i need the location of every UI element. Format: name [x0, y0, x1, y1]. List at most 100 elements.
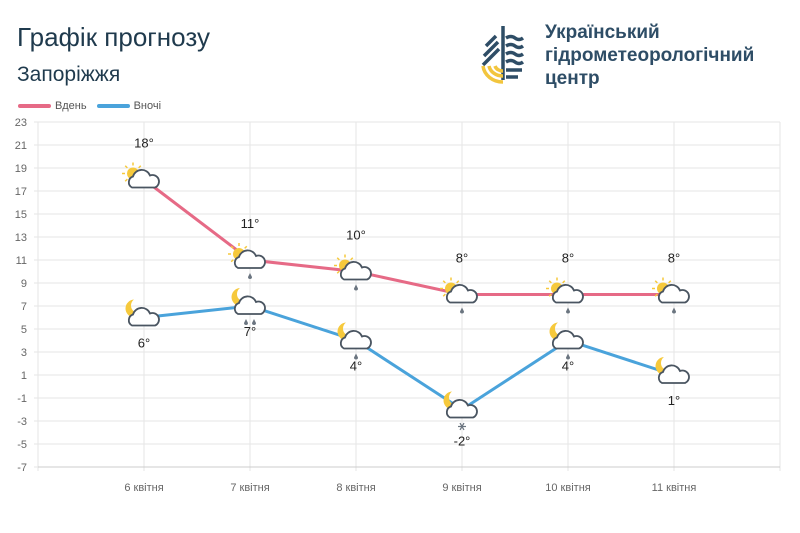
y-tick-label: 13 — [15, 232, 27, 244]
raindrop-icon — [566, 307, 570, 314]
sun-ray — [548, 280, 552, 284]
raindrop-icon — [460, 307, 464, 314]
x-tick-label: 11 квітня — [652, 482, 697, 494]
y-tick-label: 23 — [15, 117, 27, 129]
legend-label-night[interactable]: Вночі — [133, 100, 162, 112]
cloud-icon — [339, 261, 372, 281]
x-tick-label: 10 квітня — [545, 482, 591, 494]
org-line: Український — [545, 22, 660, 43]
legend-label-day[interactable]: Вдень — [55, 100, 87, 112]
moon-cloud-icon — [655, 357, 690, 384]
y-tick-label: 21 — [15, 140, 27, 152]
page-title: Графік прогнозу — [17, 22, 210, 52]
moon-icon — [125, 299, 143, 318]
y-tick-label: 7 — [21, 301, 27, 313]
sun-ray — [244, 245, 248, 249]
raindrop-icon — [354, 353, 358, 360]
raindrop-icon — [566, 353, 570, 360]
moon-cloud-rain-icon — [337, 322, 372, 360]
y-tick-label: 9 — [21, 278, 27, 290]
cloud-icon — [657, 284, 690, 304]
cloud-icon — [551, 284, 584, 304]
sun-ray — [442, 280, 446, 284]
cloud-icon — [233, 249, 266, 269]
sun-ray — [654, 280, 658, 284]
moon-icon — [231, 288, 249, 306]
moon-icon — [337, 322, 355, 341]
raindrop-icon — [248, 273, 252, 279]
cloud-icon — [127, 169, 160, 189]
y-tick-label: 1 — [21, 370, 27, 382]
cloud-icon — [551, 330, 584, 350]
night-temp-label: -2° — [454, 434, 471, 449]
sun-ray — [230, 245, 234, 249]
x-tick-label: 6 квітня — [124, 482, 163, 494]
night-temp-label: 4° — [350, 359, 362, 374]
day-temp-label: 18° — [134, 136, 154, 151]
moon-cloud-snow-icon — [443, 391, 478, 431]
y-tick-label: 3 — [21, 347, 27, 359]
chart-legend: Вдень Вночі — [18, 100, 161, 112]
night-temp-label: 6° — [138, 336, 150, 351]
cloud-icon — [339, 330, 372, 350]
sun-cloud-rain-icon — [334, 254, 372, 291]
raindrop-icon — [672, 307, 676, 314]
day-temp-label: 11° — [241, 216, 260, 231]
y-tick-label: 15 — [15, 209, 27, 221]
cloud-icon — [445, 284, 478, 304]
y-tick-label: 11 — [16, 255, 27, 267]
sun-ray — [668, 280, 672, 284]
y-tick-label: -3 — [17, 416, 27, 428]
sun-ray — [336, 257, 340, 261]
y-tick-label: 17 — [15, 186, 27, 198]
sun-ray — [562, 280, 566, 284]
snowflake-icon — [458, 422, 466, 431]
legend-swatch-day[interactable] — [18, 104, 51, 108]
org-line: гідрометеорологічний — [545, 45, 755, 66]
cloud-icon — [445, 399, 478, 419]
y-tick-label: -7 — [17, 462, 27, 474]
night-series-line — [143, 304, 675, 412]
y-tick-label: -5 — [17, 439, 27, 451]
y-tick-label: -1 — [17, 393, 27, 405]
sun-ray — [350, 257, 354, 261]
sun-ray — [124, 178, 128, 182]
moon-icon — [655, 357, 673, 375]
raindrop-icon — [354, 284, 358, 291]
moon-icon — [549, 322, 567, 341]
cloud-icon — [233, 295, 266, 315]
legend-swatch-night[interactable] — [96, 104, 130, 108]
hydromet-logo-icon — [481, 26, 525, 84]
sun-cloud-rain-icon — [652, 277, 690, 314]
moon-icon — [443, 391, 461, 410]
sun-ray — [654, 293, 658, 297]
cloud-icon — [657, 364, 690, 384]
city-name: Запоріжжя — [17, 63, 121, 86]
day-temp-label: 8° — [456, 251, 468, 266]
y-tick-label: 5 — [21, 324, 27, 336]
night-temp-label: 7° — [244, 324, 256, 339]
day-temp-label: 10° — [346, 228, 366, 243]
moon-cloud-heavy-rain-icon — [231, 288, 266, 325]
sun-cloud-rain-icon — [440, 277, 478, 314]
x-tick-label: 7 квітня — [230, 482, 269, 494]
night-temp-label: 1° — [668, 393, 680, 408]
moon-cloud-rain-icon — [549, 322, 584, 360]
org-name: Український гідрометеорологічний центр — [545, 21, 754, 90]
sun-ray — [230, 259, 234, 263]
raindrop-icon — [252, 319, 256, 325]
sun-cloud-rain-icon — [228, 243, 266, 279]
night-temp-label: 4° — [562, 359, 574, 374]
day-temp-label: 8° — [562, 251, 574, 266]
cloud-icon — [127, 307, 160, 327]
y-tick-label: 19 — [15, 163, 27, 175]
sun-ray — [336, 270, 340, 274]
sun-ray — [442, 293, 446, 297]
x-tick-label: 8 квітня — [336, 482, 375, 494]
day-temp-label: 8° — [668, 251, 680, 266]
sun-ray — [124, 165, 128, 169]
sun-cloud-icon — [122, 162, 160, 189]
sun-ray — [456, 280, 460, 284]
sun-ray — [138, 165, 142, 169]
